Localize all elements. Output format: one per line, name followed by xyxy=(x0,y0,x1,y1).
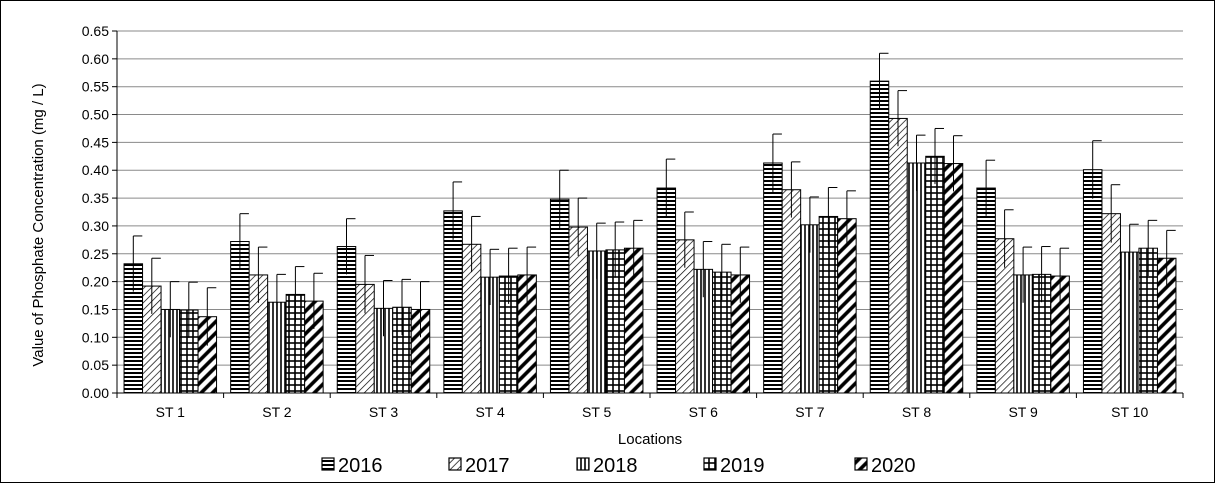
x-axis: ST 1 ST 2 ST 3 ST 4 ST 5 ST 6 ST 7 ST 8 ST 9 ST 1… xyxy=(116,392,1184,420)
y-tick-label: 0.45 xyxy=(82,134,109,150)
x-tick-label: ST 3 xyxy=(369,404,399,420)
y-tick-label: 0.00 xyxy=(82,385,109,401)
bar-2020-st8 xyxy=(943,163,964,394)
x-tick-label: ST 4 xyxy=(475,404,505,420)
y-tick-label: 0.60 xyxy=(82,51,109,67)
y-tick-label: 0.65 xyxy=(82,23,109,39)
legend-label: 2018 xyxy=(593,455,638,477)
y-tick-label: 0.50 xyxy=(82,107,109,123)
x-tick-label: ST 9 xyxy=(1008,404,1038,420)
legend-label: 2019 xyxy=(720,455,765,477)
bar-2016-st6 xyxy=(656,187,677,394)
legend-swatch xyxy=(448,457,462,471)
bar-2016-st5 xyxy=(549,198,570,394)
legend-item-2020: 2020 xyxy=(854,455,916,477)
bar-2016-st7 xyxy=(763,162,783,394)
x-axis-title: Locations xyxy=(618,431,682,448)
legend-item-2017: 2017 xyxy=(448,455,510,477)
y-tick-label: 0.10 xyxy=(82,329,109,345)
legend: 2016 2017 2018 2019 2020 xyxy=(321,455,916,477)
legend-label: 2020 xyxy=(871,455,916,477)
x-tick-label: ST 1 xyxy=(156,404,186,420)
legend-item-2016: 2016 xyxy=(321,455,383,477)
legend-swatch xyxy=(854,457,868,471)
y-axis: 0.00 0.05 0.10 0.15 0.20 0.25 0.30 0.35 0.40 0.45… xyxy=(82,23,118,401)
y-tick-label: 0.05 xyxy=(82,357,109,373)
y-tick-label: 0.55 xyxy=(82,79,109,95)
legend-label: 2016 xyxy=(338,455,383,477)
bar-2018-st8 xyxy=(906,162,927,394)
x-tick-label: ST 10 xyxy=(1111,404,1148,420)
y-tick-label: 0.35 xyxy=(82,190,109,206)
x-tick-label: ST 5 xyxy=(582,404,612,420)
bar-2017-st8 xyxy=(888,117,908,394)
y-tick-label: 0.30 xyxy=(82,218,109,234)
y-axis-title: Value of Phosphate Concentration (mg / L… xyxy=(30,83,47,366)
y-tick-label: 0.40 xyxy=(82,162,109,178)
bar-2019-st8 xyxy=(925,155,945,394)
bars xyxy=(123,52,1177,394)
bar-2017-st7 xyxy=(781,189,802,394)
bar-2016-st8 xyxy=(869,80,890,394)
legend-swatch xyxy=(321,457,335,471)
x-tick-label: ST 2 xyxy=(262,404,292,420)
y-tick-label: 0.25 xyxy=(82,246,109,262)
x-tick-label: ST 8 xyxy=(902,404,932,420)
x-tick-label: ST 6 xyxy=(689,404,719,420)
legend-label: 2017 xyxy=(465,455,510,477)
y-tick-label: 0.20 xyxy=(82,274,109,290)
x-tick-label: ST 7 xyxy=(795,404,825,420)
legend-item-2019: 2019 xyxy=(703,455,765,477)
bar-2016-st9 xyxy=(976,187,996,394)
legend-swatch xyxy=(703,457,717,471)
legend-item-2018: 2018 xyxy=(576,455,638,477)
y-tick-label: 0.15 xyxy=(82,301,109,317)
legend-swatch xyxy=(576,457,590,471)
bar-2016-st10 xyxy=(1082,169,1103,394)
